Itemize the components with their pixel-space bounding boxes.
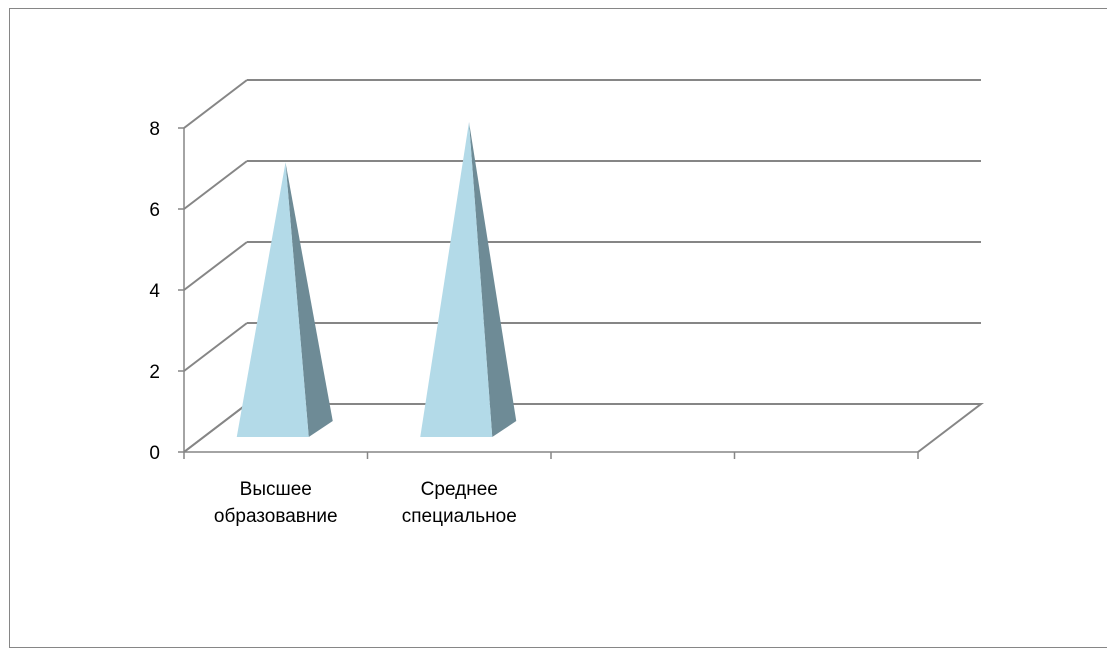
y-tick-labels: 0 2 4 6 8 (149, 119, 160, 464)
gridline-side (183, 160, 248, 210)
pyramid-side-face (285, 162, 333, 437)
chart-frame (9, 8, 1107, 648)
gridline-side (183, 322, 248, 372)
x-tick-label: специальное (402, 506, 517, 527)
pyramid-side-face (469, 122, 517, 437)
axes (178, 127, 919, 459)
y-tick-label: 0 (149, 443, 160, 464)
gridline-side (183, 79, 248, 129)
pyramid-bar (420, 122, 493, 437)
y-tick-label: 2 (149, 362, 160, 383)
gridlines (183, 79, 984, 453)
chart-svg: 0 2 4 6 8 Высшее образовавние Среднее специальн… (149, 79, 984, 527)
y-tick-label: 4 (149, 281, 160, 302)
x-tick-label: Среднее (421, 479, 498, 500)
x-tick-label: образовавние (214, 506, 338, 527)
x-tick-labels: Высшее образовавние Среднее специальное (214, 479, 517, 527)
y-tick-label: 8 (149, 119, 160, 140)
pyramid-series (236, 122, 517, 437)
pyramid-bar (236, 162, 309, 437)
x-tick-label: Высшее (240, 479, 312, 500)
gridline-side (183, 241, 248, 291)
y-tick-label: 6 (149, 200, 160, 221)
gridline-side (183, 403, 248, 453)
